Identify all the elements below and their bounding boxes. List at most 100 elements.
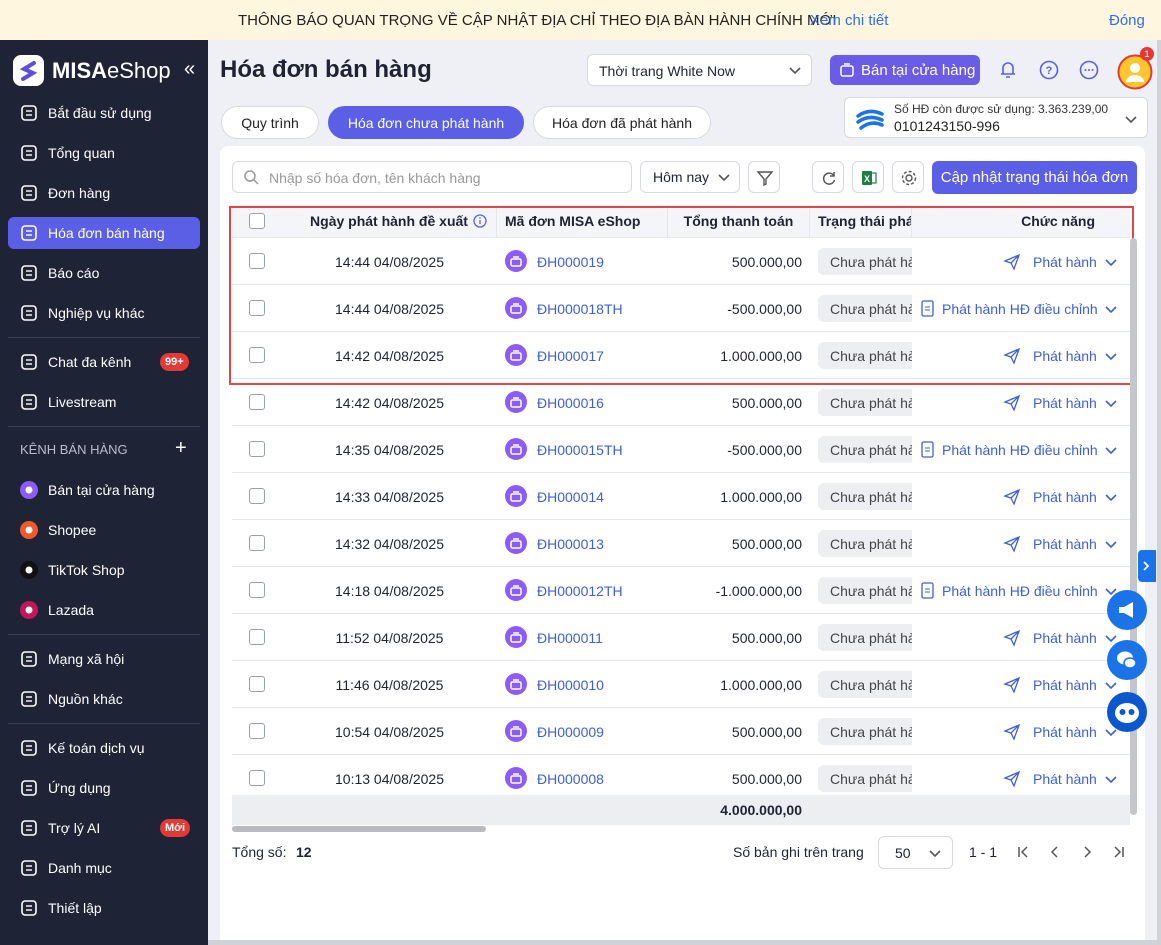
- nav-item[interactable]: Nguồn khác: [8, 683, 200, 715]
- side-toggle[interactable]: [1138, 550, 1156, 582]
- more-icon-part[interactable]: [1088, 69, 1090, 71]
- order-code[interactable]: ĐH000015TH: [537, 442, 623, 458]
- nav-item[interactable]: Tổng quan: [8, 137, 200, 169]
- float-button-part[interactable]: [1107, 590, 1147, 630]
- help-icon-part[interactable]: ?: [1039, 60, 1059, 80]
- h-scrollbar[interactable]: [232, 826, 486, 832]
- nav-item[interactable]: Lazada: [8, 594, 200, 626]
- refresh-button[interactable]: [812, 161, 844, 193]
- nav-item[interactable]: Ứng dụng: [8, 772, 200, 804]
- nav-item[interactable]: Thiết lập: [8, 892, 200, 924]
- float-button-part[interactable]: [1123, 657, 1137, 669]
- nav-item[interactable]: Báo cáo: [8, 257, 200, 289]
- checkbox[interactable]: [249, 723, 265, 739]
- nav-item[interactable]: Bắt đầu sử dụng: [8, 97, 200, 129]
- order-code[interactable]: ĐH000013: [537, 536, 604, 552]
- nav-item[interactable]: Hóa đơn bán hàng: [8, 217, 200, 249]
- checkbox[interactable]: [249, 629, 265, 645]
- float-button[interactable]: [1107, 640, 1147, 680]
- tab[interactable]: Quy trình: [221, 106, 319, 139]
- order-code[interactable]: ĐH000012TH: [537, 583, 623, 599]
- search-box[interactable]: Nhập số hóa đơn, tên khách hàng: [232, 161, 632, 193]
- avatar-part[interactable]: [1130, 63, 1140, 73]
- banner-link[interactable]: Xem chi tiết: [810, 12, 889, 29]
- help-icon[interactable]: ?: [1039, 60, 1059, 80]
- float-button-part[interactable]: [1107, 692, 1147, 732]
- order-code[interactable]: ĐH000009: [537, 724, 604, 740]
- checkbox[interactable]: [249, 347, 265, 363]
- page-size-select[interactable]: 50: [878, 836, 953, 869]
- page-first-part[interactable]: [1013, 842, 1033, 862]
- order-code[interactable]: ĐH000011: [537, 630, 603, 646]
- page-last[interactable]: [1109, 842, 1129, 862]
- period-select[interactable]: Hôm nay: [640, 161, 740, 193]
- more-icon-part[interactable]: [1079, 60, 1099, 80]
- avatar[interactable]: [1117, 54, 1153, 90]
- checkbox[interactable]: [249, 535, 265, 551]
- more-icon-part[interactable]: [1084, 69, 1087, 71]
- collapse-button[interactable]: «: [184, 58, 196, 80]
- nav-item[interactable]: Chat đa kênh 99+: [8, 346, 200, 378]
- float-button[interactable]: [1107, 590, 1147, 630]
- page-prev-part[interactable]: [1045, 842, 1065, 862]
- add-channel[interactable]: +: [175, 437, 187, 459]
- invoice-info[interactable]: Số HĐ còn được sử dụng: 3.363.239,00 0101…: [844, 97, 1148, 138]
- pos-button[interactable]: Bán tại cửa hàng: [830, 55, 980, 85]
- order-code[interactable]: ĐH000014: [537, 489, 604, 505]
- float-button-part[interactable]: [1119, 602, 1133, 618]
- store-select[interactable]: Thời trang White Now: [587, 54, 812, 86]
- checkbox[interactable]: [249, 676, 265, 692]
- help-icon-part[interactable]: [1039, 60, 1059, 80]
- bell-icon-part[interactable]: [998, 59, 1018, 79]
- checkbox[interactable]: [249, 213, 265, 229]
- nav-item[interactable]: Livestream: [8, 386, 200, 418]
- page-next[interactable]: [1077, 842, 1097, 862]
- update-status-button[interactable]: Cập nhật trạng thái hóa đơn: [932, 161, 1137, 194]
- bell-icon-part[interactable]: [1001, 62, 1015, 78]
- float-button-part[interactable]: [1107, 640, 1147, 680]
- nav-item[interactable]: Nghiệp vụ khác: [8, 297, 200, 329]
- page-last-part[interactable]: [1109, 842, 1129, 862]
- checkbox[interactable]: [249, 488, 265, 504]
- tab[interactable]: Hóa đơn đã phát hành: [533, 106, 711, 139]
- checkbox[interactable]: [249, 441, 265, 457]
- page-last-part[interactable]: [1114, 846, 1122, 858]
- page-first-part[interactable]: [1020, 846, 1028, 858]
- excel-button[interactable]: X: [852, 161, 884, 193]
- avatar-part[interactable]: [1126, 75, 1144, 82]
- page-next-part[interactable]: [1077, 842, 1097, 862]
- float-button-part[interactable]: [1115, 703, 1139, 723]
- page-prev[interactable]: [1045, 842, 1065, 862]
- page-first[interactable]: [1013, 842, 1033, 862]
- nav-item[interactable]: TikTok Shop: [8, 554, 200, 586]
- nav-item[interactable]: Mạng xã hội: [8, 643, 200, 675]
- float-button-part[interactable]: [1128, 709, 1135, 715]
- more-icon[interactable]: [1079, 60, 1099, 80]
- nav-item[interactable]: Bán tại cửa hàng: [8, 474, 200, 506]
- nav-item[interactable]: Đơn hàng: [8, 177, 200, 209]
- checkbox[interactable]: [249, 770, 265, 786]
- float-button-part[interactable]: [1119, 709, 1126, 715]
- more-icon-part[interactable]: [1091, 69, 1094, 71]
- checkbox[interactable]: [249, 394, 265, 410]
- page-next-part[interactable]: [1084, 846, 1092, 858]
- checkbox[interactable]: [249, 253, 265, 269]
- float-button[interactable]: [1107, 692, 1147, 732]
- order-code[interactable]: ĐH000008: [537, 771, 604, 787]
- help-icon-part[interactable]: ?: [1046, 65, 1053, 77]
- more-icon-part[interactable]: [1079, 60, 1099, 80]
- page-prev-part[interactable]: [1050, 846, 1058, 858]
- order-code[interactable]: ĐH000019: [537, 254, 604, 270]
- order-code[interactable]: ĐH000018TH: [537, 301, 623, 317]
- order-code[interactable]: ĐH000016: [537, 395, 604, 411]
- checkbox[interactable]: [249, 300, 265, 316]
- settings-button[interactable]: [892, 161, 924, 193]
- bell-icon[interactable]: [998, 59, 1018, 79]
- nav-item[interactable]: Danh mục: [8, 852, 200, 884]
- filter-button[interactable]: [748, 161, 780, 193]
- v-scrollbar[interactable]: [1130, 238, 1137, 815]
- banner-close[interactable]: Đóng: [1109, 12, 1145, 29]
- checkbox[interactable]: [249, 582, 265, 598]
- order-code[interactable]: ĐH000017: [537, 348, 604, 364]
- avatar-part[interactable]: [1117, 54, 1153, 90]
